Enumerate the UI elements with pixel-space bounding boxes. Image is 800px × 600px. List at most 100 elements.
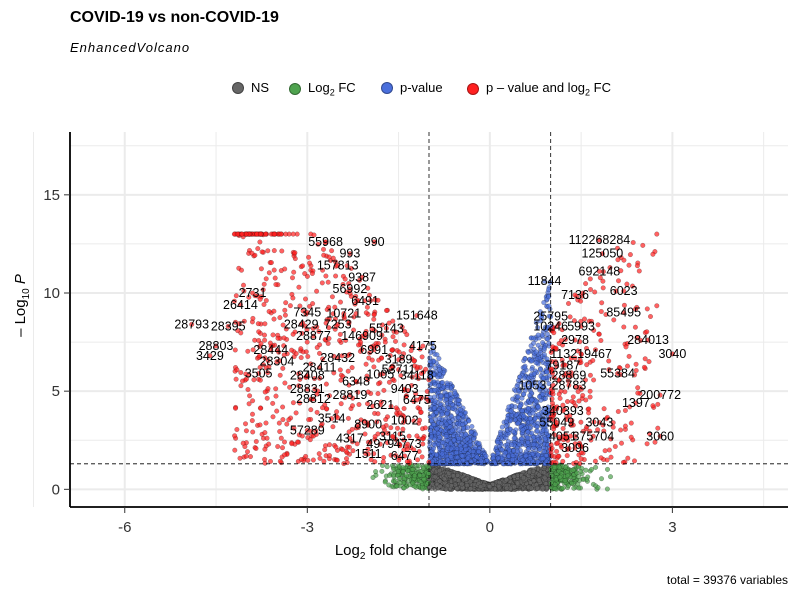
data-point [535, 404, 541, 410]
data-point [632, 324, 638, 330]
y-tick-label: 0 [52, 481, 60, 498]
data-point [337, 367, 343, 373]
data-point [277, 458, 283, 464]
point-label: 6475 [403, 393, 431, 407]
data-point [235, 231, 241, 237]
data-point [640, 242, 646, 248]
data-point [517, 403, 523, 409]
data-point [314, 288, 320, 294]
data-point [636, 268, 642, 274]
x-tick-label: 0 [486, 519, 494, 536]
data-point [506, 404, 512, 410]
data-point [343, 448, 349, 454]
data-point [277, 428, 283, 435]
data-point [433, 409, 440, 415]
data-point [560, 458, 566, 464]
legend-item-pfc: p – value and log2 FC [467, 80, 611, 98]
data-point [263, 276, 269, 282]
data-point [508, 408, 514, 414]
data-point [654, 231, 660, 237]
data-point [612, 443, 618, 450]
data-point [439, 451, 445, 457]
data-point [591, 377, 597, 383]
data-point [515, 480, 521, 486]
data-point [538, 438, 544, 444]
data-point [433, 452, 440, 458]
data-point [243, 453, 249, 459]
data-point [381, 455, 387, 461]
data-point [565, 473, 571, 479]
data-point [278, 231, 284, 237]
data-point [654, 303, 660, 309]
data-point [277, 315, 283, 321]
data-point [606, 447, 612, 453]
data-point [375, 391, 381, 397]
data-point [520, 457, 526, 463]
data-point [580, 476, 586, 483]
data-point [529, 397, 535, 403]
point-label: 34118 [400, 369, 434, 383]
data-point [349, 365, 355, 371]
data-point [270, 400, 276, 406]
data-point [448, 454, 454, 460]
data-point [430, 446, 436, 452]
legend-swatch-p [381, 81, 393, 94]
data-point [392, 478, 398, 484]
point-label: 8900 [354, 418, 382, 432]
data-point [631, 458, 638, 464]
data-point [593, 464, 599, 470]
data-point [600, 278, 606, 284]
data-point [516, 441, 522, 447]
data-point [373, 469, 379, 475]
data-point [542, 345, 548, 351]
data-point [465, 455, 471, 461]
data-point [306, 417, 312, 423]
data-point [382, 479, 388, 485]
data-point [534, 485, 540, 491]
data-point [455, 472, 461, 478]
data-point [238, 267, 245, 273]
data-point [243, 428, 249, 434]
data-point [262, 389, 268, 395]
data-point [275, 335, 281, 341]
data-point [441, 405, 447, 411]
data-point [509, 412, 515, 418]
data-point [495, 455, 501, 461]
data-point [525, 429, 531, 435]
data-point [628, 434, 634, 440]
point-label: 146909 [341, 329, 383, 343]
data-point [391, 466, 397, 473]
data-point [261, 332, 268, 338]
data-point [250, 429, 256, 435]
data-point [290, 400, 296, 406]
legend: NS Log2 FC p-value p – value and log2 FC [0, 80, 800, 98]
point-label: 28877 [296, 329, 331, 343]
data-point [587, 394, 593, 400]
data-point [250, 315, 256, 321]
data-point [584, 362, 590, 368]
data-point [647, 313, 654, 320]
point-label: 3505 [245, 367, 273, 381]
data-point [232, 447, 238, 453]
data-point [521, 475, 527, 481]
data-point [598, 308, 604, 315]
data-point [437, 483, 443, 489]
data-point [474, 454, 480, 460]
data-point [503, 477, 510, 483]
data-point [472, 431, 479, 437]
point-label: 125050 [582, 247, 624, 261]
data-point [583, 467, 589, 473]
data-point [274, 408, 280, 414]
data-point [389, 347, 395, 353]
data-point [466, 418, 472, 424]
data-point [249, 411, 256, 417]
y-tick-label: 10 [43, 285, 60, 302]
data-point [349, 403, 356, 409]
data-point [401, 342, 407, 348]
data-point [531, 434, 537, 440]
data-point [404, 332, 410, 338]
data-point [439, 379, 446, 386]
data-point [395, 468, 401, 475]
data-point [626, 262, 632, 268]
legend-item-p: p-value [381, 80, 443, 95]
